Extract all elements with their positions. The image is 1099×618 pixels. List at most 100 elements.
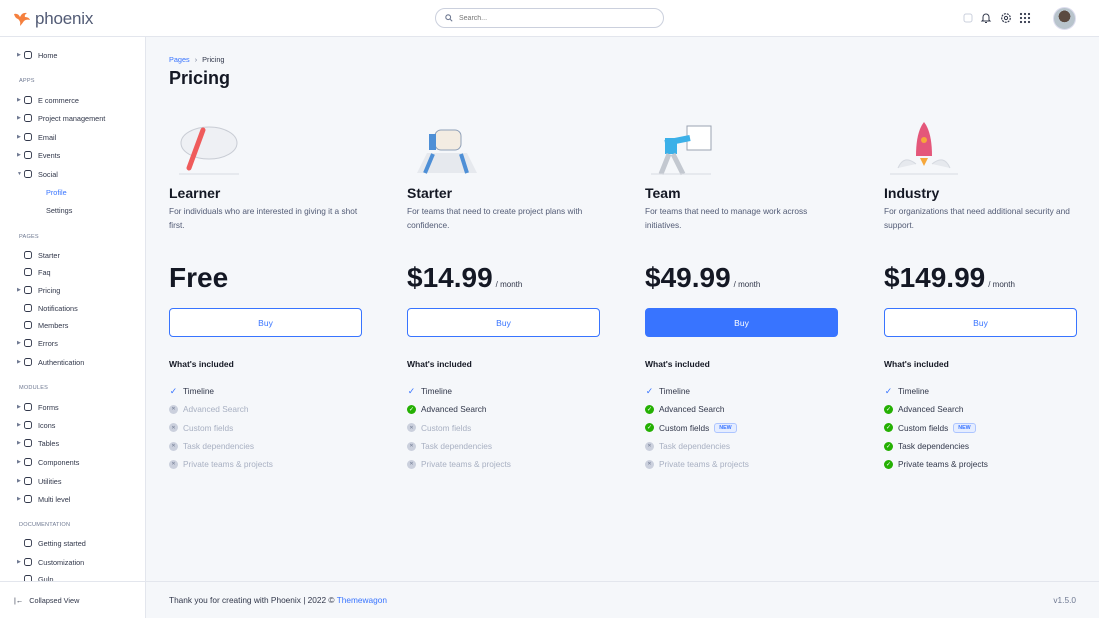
feature-list: ✓ Timeline ✕ Advanced Search ✕ Custom fields ✕… — [169, 382, 273, 473]
caret-right-icon: ▶ — [17, 440, 21, 446]
whats-included-heading: What's included — [407, 359, 472, 369]
tag-icon — [24, 286, 32, 294]
buy-button[interactable]: Buy — [407, 308, 600, 337]
gear-icon[interactable] — [1000, 12, 1012, 24]
sidebar-item-project-management[interactable]: ▶ Project management — [0, 110, 145, 126]
sidebar-item-label: Email — [38, 132, 57, 142]
feature-item: ✕ Private teams & projects — [407, 455, 511, 473]
user-avatar[interactable] — [1053, 7, 1076, 30]
sidebar-item-label: Errors — [38, 338, 58, 348]
sidebar-item-members[interactable]: Members — [0, 317, 145, 333]
theme-toggle-icon[interactable] — [962, 12, 974, 24]
sidebar-item-tables[interactable]: ▶ Tables — [0, 435, 145, 451]
feature-label: Task dependencies — [421, 441, 493, 452]
plan-name: Industry — [884, 185, 940, 201]
sidebar-item-errors[interactable]: ▶ Errors — [0, 335, 145, 351]
plan-description: For teams that need to create project pl… — [407, 206, 583, 230]
sidebar-item-utilities[interactable]: ▶ Utilities — [0, 473, 145, 489]
feature-label: Custom fields — [898, 422, 949, 433]
plan-price: $49.99/ month — [645, 262, 760, 294]
feature-list: ✓ Timeline ✓ Advanced Search ✓ Custom fields N… — [645, 382, 749, 473]
feature-label: Advanced Search — [421, 404, 487, 415]
new-badge: NEW — [953, 422, 976, 433]
buy-button[interactable]: Buy — [169, 308, 362, 337]
sidebar-item-e-commerce[interactable]: ▶ E commerce — [0, 92, 145, 108]
buy-button[interactable]: Buy — [645, 308, 838, 337]
breadcrumb-chevron-icon: › — [194, 55, 198, 64]
tool-icon — [24, 477, 32, 485]
sidebar-item-label: Authentication — [38, 357, 85, 367]
feature-label: Timeline — [183, 386, 215, 397]
sidebar-item-starter[interactable]: Starter — [0, 247, 145, 263]
sidebar-item-label: Customization — [38, 557, 85, 567]
plan-description: For organizations that need additional s… — [884, 206, 1070, 230]
sidebar-item-icons[interactable]: ▶ Icons — [0, 417, 145, 433]
plan-description: For teams that need to manage work acros… — [645, 206, 808, 230]
sidebar-item-notifications[interactable]: Notifications — [0, 300, 145, 316]
feature-label: Private teams & projects — [421, 459, 511, 470]
sidebar-item-label: Getting started — [38, 538, 86, 548]
clipboard-icon — [24, 151, 32, 159]
pricing-card-team: Team For teams that need to manage work … — [645, 118, 838, 469]
price-amount: $149.99 — [884, 262, 986, 293]
rocket-illustration — [890, 122, 958, 175]
sidebar-section-apps: APPS — [19, 78, 35, 84]
sidebar-item-social[interactable]: ▼ Social — [0, 166, 145, 182]
feature-label: Timeline — [898, 386, 930, 397]
price-amount: $49.99 — [645, 262, 731, 293]
x-circle-icon: ✕ — [645, 441, 654, 451]
x-circle-icon: ✕ — [169, 459, 178, 469]
sidebar-item-label: Social — [38, 169, 58, 179]
cart-icon — [24, 96, 32, 104]
sidebar-item-faq[interactable]: Faq — [0, 264, 145, 280]
footer-credit: Thank you for creating with Phoenix | 20… — [169, 595, 335, 605]
sidebar-item-getting-started[interactable]: Getting started — [0, 535, 145, 551]
buy-button[interactable]: Buy — [884, 308, 1077, 337]
sidebar-item-pricing[interactable]: ▶ Pricing — [0, 282, 145, 298]
plan-price: $14.99/ month — [407, 262, 522, 294]
feature-item: ✕ Private teams & projects — [645, 455, 749, 473]
sidebar-item-label: Utilities — [38, 476, 62, 486]
life-buoy-icon — [24, 539, 32, 547]
sidebar-item-email[interactable]: ▶ Email — [0, 129, 145, 145]
apps-grid-icon[interactable] — [1019, 12, 1031, 24]
check-circle-icon: ✓ — [407, 404, 416, 414]
sidebar-item-label: Project management — [38, 113, 106, 123]
sidebar-item-settings[interactable]: Settings — [0, 202, 145, 218]
sidebar-section-pages: PAGES — [19, 234, 39, 240]
price-period: / month — [733, 280, 761, 289]
search-input[interactable] — [459, 14, 639, 22]
check-icon: ✓ — [169, 385, 178, 396]
sidebar-item-authentication[interactable]: ▶ Authentication — [0, 354, 145, 370]
sidebar-item-multi-level[interactable]: ▶ Multi level — [0, 491, 145, 507]
sidebar-item-components[interactable]: ▶ Components — [0, 454, 145, 470]
sidebar-item-customization[interactable]: ▶ Customization — [0, 554, 145, 570]
collapsed-view-button[interactable]: |← Collapsed View — [0, 581, 145, 618]
sidebar-item-profile[interactable]: Profile — [0, 184, 145, 200]
check-icon: ✓ — [407, 385, 416, 396]
caret-right-icon: ▶ — [17, 496, 21, 502]
breadcrumb-pages-link[interactable]: Pages — [169, 55, 190, 64]
caret-right-icon: ▶ — [17, 115, 21, 121]
x-circle-icon: ✕ — [407, 423, 416, 433]
feature-item: ✓ Advanced Search — [407, 400, 511, 418]
check-icon: ✓ — [884, 385, 893, 396]
sidebar-item-home[interactable]: ▶ Home — [0, 47, 145, 63]
check-icon: ✓ — [645, 385, 654, 396]
brand-logo[interactable]: phoenix — [13, 9, 93, 29]
feature-label: Timeline — [421, 386, 453, 397]
search-box[interactable] — [435, 8, 664, 28]
feature-item: ✓ Timeline — [407, 382, 511, 400]
bell-icon[interactable] — [980, 12, 992, 24]
feature-label: Custom fields — [659, 422, 710, 433]
sidebar-item-label: Forms — [38, 402, 59, 412]
sidebar-item-events[interactable]: ▶ Events — [0, 147, 145, 163]
themewagon-link[interactable]: Themewagon — [336, 595, 387, 605]
bell-icon — [24, 304, 32, 312]
sidebar-item-label: Pricing — [38, 285, 61, 295]
clipboard-icon — [24, 114, 32, 122]
sidebar-item-label: Notifications — [38, 303, 78, 313]
package-icon — [24, 458, 32, 466]
sidebar-item-forms[interactable]: ▶ Forms — [0, 399, 145, 415]
breadcrumb: Pages › Pricing — [169, 55, 224, 64]
